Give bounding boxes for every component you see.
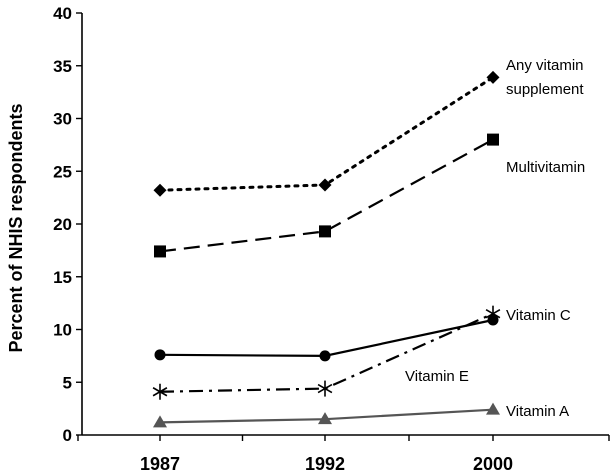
data-point: [317, 380, 333, 397]
series-line: [159, 318, 494, 357]
y-tick-label: 15: [53, 268, 72, 287]
data-point: [319, 350, 331, 362]
y-tick-label: 40: [53, 4, 72, 23]
series-any-vitamin-supplement: [153, 70, 500, 197]
y-tick-label: 10: [53, 321, 72, 340]
series-multivitamin: [154, 133, 499, 258]
y-tick-label: 25: [53, 162, 72, 181]
series-label: Vitamin C: [506, 307, 571, 324]
data-point: [153, 415, 167, 428]
data-point: [154, 245, 166, 258]
data-point: [154, 349, 166, 361]
y-tick-label: 0: [63, 426, 72, 445]
series-vitamin-c: [154, 314, 499, 362]
series-label: Multivitamin: [506, 159, 585, 176]
series-line: [159, 138, 494, 253]
series-label: Vitamin A: [506, 403, 569, 420]
x-tick-label: 1987: [140, 454, 180, 474]
data-point: [487, 133, 499, 146]
data-point: [318, 412, 332, 425]
series-line: [158, 75, 495, 192]
axes: 0 5 10 15 20 25 30 35 40 1987 1992 2000: [53, 4, 610, 474]
data-point: [318, 178, 332, 192]
data-point: [153, 183, 167, 197]
series-label: supplement: [506, 81, 584, 98]
data-point: [486, 70, 500, 84]
y-tick-label: 20: [53, 215, 72, 234]
data-point: [486, 402, 500, 415]
y-tick-label: 5: [63, 373, 72, 392]
data-point: [152, 383, 168, 400]
y-tick-label: 35: [53, 57, 72, 76]
data-point: [485, 305, 501, 322]
series-vitamin-e: [152, 305, 501, 400]
series-labels: Any vitamin supplement Multivitamin Vitamin…: [405, 57, 585, 420]
series-vitamin-a: [153, 402, 500, 428]
x-tick-label: 2000: [473, 454, 513, 474]
data-point: [319, 225, 331, 238]
series-layer: [152, 70, 501, 428]
series-label: Vitamin E: [405, 368, 469, 385]
y-axis-label: Percent of NHIS respondents: [6, 103, 26, 352]
y-tick-label: 30: [53, 110, 72, 129]
x-tick-label: 1992: [305, 454, 345, 474]
series-label: Any vitamin: [506, 57, 584, 74]
